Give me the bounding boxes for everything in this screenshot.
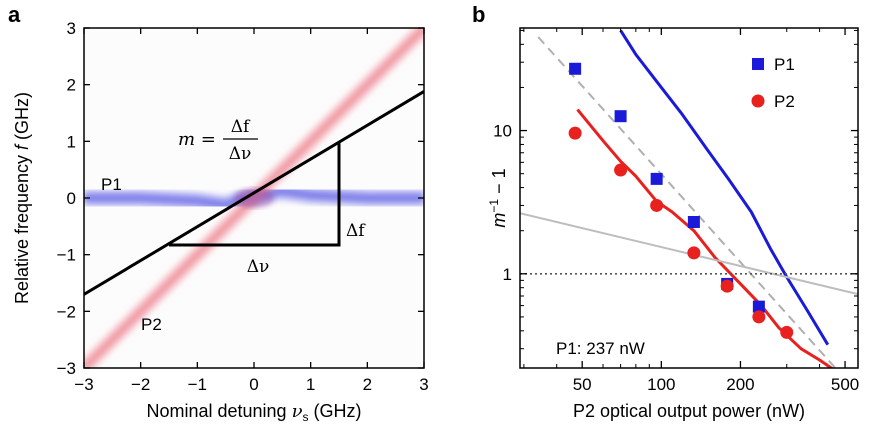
panel-a-letter: a <box>8 2 21 27</box>
panel-b-x-axis-title: P2 optical output power (nW) <box>573 401 805 421</box>
y-tick-label: 0 <box>67 189 76 208</box>
y-tick-label: 10 <box>493 122 512 141</box>
y-tick-label: 2 <box>67 76 76 95</box>
p1-label: P1 <box>101 175 122 194</box>
y-tick-label: 3 <box>67 19 76 38</box>
legend-p2-label: P2 <box>774 92 795 111</box>
panel-b: 50 100 200 500 1 10 P1 P2 P1: 237 nW P2 optica… <box>487 27 859 421</box>
y-tick-label: 1 <box>67 132 76 151</box>
p1-data-point <box>614 110 627 123</box>
p2-data-point <box>720 279 734 293</box>
heatmap-layer <box>84 28 424 368</box>
legend-p1-label: P1 <box>774 55 795 74</box>
panel-a-ticks: −3 −2 −1 0 1 2 3 −3 −2 −1 0 1 2 3 <box>57 19 429 394</box>
p2-data-point <box>780 325 794 339</box>
panel-a-y-axis-title: Relative frequency f (GHz) <box>12 92 32 304</box>
x-tick-label: 2 <box>363 375 372 394</box>
fit-line <box>84 90 424 296</box>
p2-data-point <box>650 198 664 212</box>
x-tick-label: 1 <box>306 375 315 394</box>
legend-p1-marker <box>752 58 764 70</box>
x-tick-label: 50 <box>573 375 592 394</box>
p1-power-annotation: P1: 237 nW <box>556 339 645 358</box>
panel-a-lines <box>84 90 424 296</box>
p1-data-point <box>650 172 663 185</box>
panel-a-x-axis-title: Nominal detuning νs (GHz) <box>146 401 361 424</box>
panel-b-frame <box>519 27 859 369</box>
line-p1-model <box>619 29 830 346</box>
p2-data-point <box>687 246 701 260</box>
delta-nu-label: Δν <box>247 257 270 277</box>
legend-p2-marker <box>751 94 765 108</box>
delta-f-label: Δf <box>346 221 366 241</box>
x-tick-label: 500 <box>831 375 859 394</box>
x-tick-label: −1 <box>188 375 207 394</box>
p2-data-point <box>614 163 628 177</box>
slope-equation-numerator: Δf <box>231 117 251 137</box>
panel-b-plot-area <box>520 28 858 368</box>
panel-b-ticks: 50 100 200 500 1 10 <box>493 28 859 394</box>
x-tick-label: 3 <box>419 375 428 394</box>
heat-overlap <box>234 188 274 208</box>
panel-b-legend: P1 P2 <box>751 55 795 111</box>
p2-data-point <box>568 126 582 140</box>
p2-label: P2 <box>141 315 162 334</box>
p1-data-point <box>752 300 765 313</box>
x-tick-label: 0 <box>249 375 258 394</box>
slope-equation-lhs: m = <box>178 129 216 150</box>
panel-b-points <box>568 62 794 339</box>
line-p2-model <box>576 108 834 368</box>
x-tick-label: 100 <box>647 375 675 394</box>
panel-b-y-axis-title: m−1 − 1 <box>487 168 509 227</box>
p2-data-point <box>752 310 766 324</box>
y-tick-label: −1 <box>57 246 76 265</box>
p1-data-point <box>569 62 582 75</box>
x-tick-label: −3 <box>74 375 93 394</box>
panel-b-letter: b <box>472 2 485 27</box>
x-tick-label: −2 <box>131 375 150 394</box>
y-tick-label: −2 <box>57 302 76 321</box>
p1-data-point <box>687 215 700 228</box>
slope-triangle <box>169 141 341 247</box>
y-tick-label: 1 <box>503 265 512 284</box>
x-tick-label: 200 <box>726 375 754 394</box>
y-tick-label: −3 <box>57 359 76 378</box>
slope-equation-denominator: Δν <box>229 144 252 164</box>
